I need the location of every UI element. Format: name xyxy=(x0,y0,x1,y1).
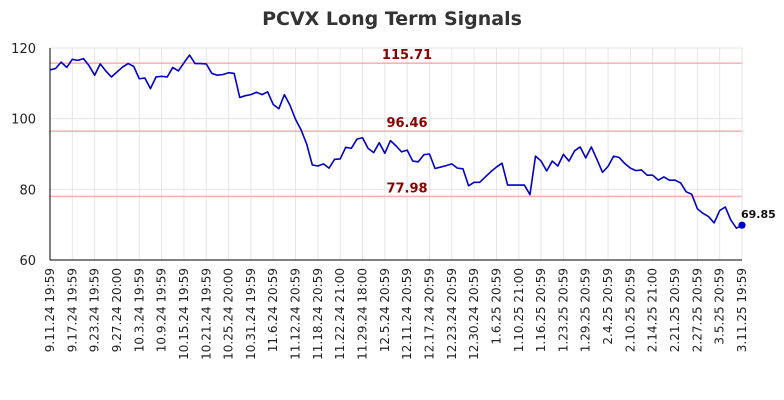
x-tick-label: 10.3.24 19:59 xyxy=(132,268,146,352)
y-tick-label: 60 xyxy=(19,254,36,269)
x-tick-label: 12.17.24 20:59 xyxy=(422,268,436,360)
x-tick-label: 12.5.24 20:59 xyxy=(378,268,392,352)
x-tick-label: 2.14.25 21:00 xyxy=(646,268,660,352)
y-tick-label: 100 xyxy=(11,113,36,128)
price-line xyxy=(49,54,743,229)
x-tick-label: 9.17.24 19:59 xyxy=(65,268,79,352)
x-tick-label: 11.22.24 21:00 xyxy=(333,268,347,360)
y-tick-label: 120 xyxy=(11,42,36,57)
signal-line-label: 77.98 xyxy=(386,181,427,196)
y-tick-label: 80 xyxy=(19,183,36,198)
chart-title: PCVX Long Term Signals xyxy=(262,8,522,30)
signal-line-label: 96.46 xyxy=(386,116,427,131)
x-tick-label: 1.6.25 20:59 xyxy=(489,268,503,345)
last-value-label: 69.85 xyxy=(741,208,776,221)
x-tick-label: 3.5.25 20:59 xyxy=(713,268,727,345)
x-tick-label: 10.25.24 20:00 xyxy=(222,268,236,360)
x-tick-label: 9.23.24 19:59 xyxy=(88,268,102,352)
x-tick-label: 10.9.24 19:59 xyxy=(155,268,169,352)
x-tick-label: 1.16.25 20:59 xyxy=(534,268,548,352)
x-tick-label: 11.29.24 18:00 xyxy=(356,268,370,360)
x-tick-label: 10.15.24 19:59 xyxy=(177,268,191,360)
x-tick-label: 12.30.24 20:59 xyxy=(467,268,481,360)
x-tick-label: 11.12.24 20:59 xyxy=(289,268,303,360)
last-point-marker xyxy=(738,221,746,229)
x-tick-label: 9.27.24 20:00 xyxy=(110,268,124,352)
x-tick-label: 1.10.25 21:00 xyxy=(512,268,526,352)
x-tick-label: 11.18.24 20:59 xyxy=(311,268,325,360)
x-tick-label: 2.27.25 20:59 xyxy=(690,268,704,352)
x-tick-label: 10.31.24 19:59 xyxy=(244,268,258,360)
x-tick-label: 9.11.24 19:59 xyxy=(43,268,57,352)
signal-line-label: 115.71 xyxy=(382,48,432,63)
x-tick-label: 2.21.25 20:59 xyxy=(668,268,682,352)
x-tick-label: 1.29.25 20:59 xyxy=(579,268,593,352)
x-tick-label: 1.23.25 20:59 xyxy=(556,268,570,352)
x-tick-label: 10.21.24 19:59 xyxy=(199,268,213,360)
x-tick-label: 11.6.24 20:59 xyxy=(266,268,280,352)
x-tick-label: 12.23.24 20:59 xyxy=(445,268,459,360)
x-tick-label: 12.11.24 20:59 xyxy=(400,268,414,360)
x-tick-label: 2.10.25 20:59 xyxy=(623,268,637,352)
x-tick-label: 2.4.25 20:59 xyxy=(601,268,615,345)
x-tick-label: 3.11.25 19:59 xyxy=(735,268,749,352)
